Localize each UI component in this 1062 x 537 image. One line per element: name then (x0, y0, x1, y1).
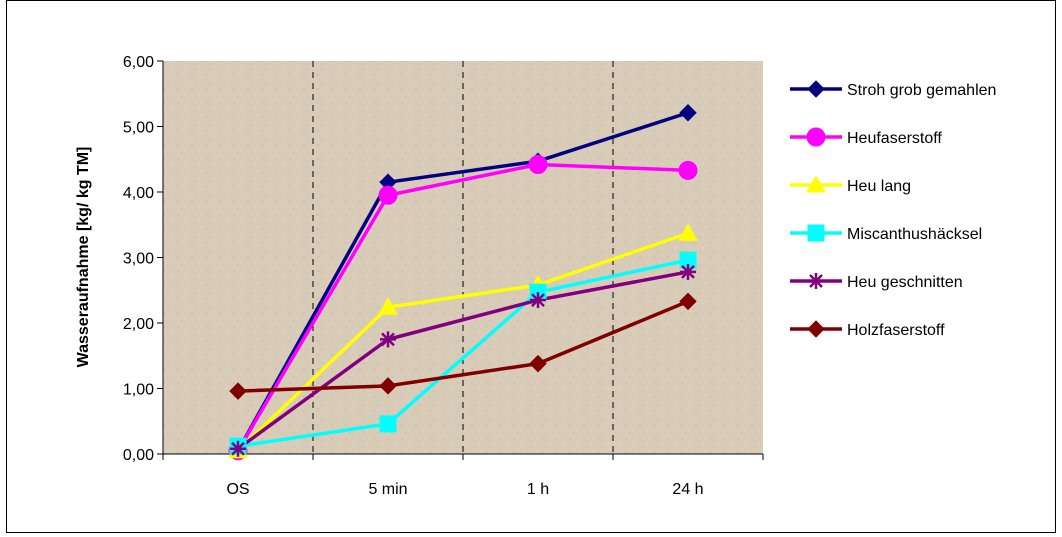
line-chart: 0,00 1,00 2,00 3,00 4,00 5,00 6,00 OS 5 min 1 h 24… (75, 54, 996, 498)
chart-frame: 0,00 1,00 2,00 3,00 4,00 5,00 6,00 OS 5 min 1 h 24… (6, 0, 1056, 533)
data-point (380, 331, 396, 348)
y-tick-label: 6,00 (123, 54, 154, 71)
y-tick-label: 3,00 (123, 251, 154, 268)
y-tick-label: 0,00 (123, 447, 154, 464)
series-line (237, 258, 689, 448)
y-tick-label: 1,00 (123, 382, 154, 399)
legend-marker (806, 174, 826, 193)
legend-label: Stroh grob gemahlen (847, 82, 996, 99)
legend-marker (807, 224, 825, 242)
legend-marker (806, 127, 826, 147)
legend-item: Heufaserstoff (790, 127, 942, 147)
data-point (678, 223, 698, 241)
y-tick-label: 5,00 (123, 120, 154, 137)
x-tick-label: 24 h (672, 481, 703, 498)
legend-item: Miscanthushäcksel (790, 224, 982, 243)
data-point (378, 185, 398, 205)
series-line (236, 231, 689, 452)
legend-item: Holzfaserstoff (790, 320, 945, 339)
data-point (530, 292, 546, 309)
legend-label: Heu geschnitten (847, 274, 963, 291)
legend-label: Heu lang (847, 178, 911, 195)
legend-label: Holzfaserstoff (847, 322, 945, 339)
series-line (236, 270, 689, 451)
x-tick-label: 5 min (368, 481, 407, 498)
legend-label: Heufaserstoff (847, 130, 942, 147)
data-point (679, 292, 697, 311)
data-point (378, 297, 398, 315)
legend-label: Miscanthushäcksel (847, 226, 982, 243)
x-tick-label: OS (226, 481, 249, 498)
data-point (379, 415, 397, 433)
y-axis-title: Wasseraufnahme [kg/ kg TM] (75, 147, 92, 368)
data-point (680, 263, 696, 280)
data-point (229, 382, 247, 400)
series-line (236, 111, 689, 452)
data-point (529, 354, 547, 373)
series-line (236, 162, 689, 452)
series-line (237, 299, 689, 393)
data-point (379, 377, 397, 395)
data-point (230, 440, 246, 457)
data-point (678, 160, 698, 180)
legend-marker (807, 320, 825, 338)
legend-item: Heu lang (790, 174, 911, 195)
legend-marker (807, 80, 825, 98)
legend-item: Stroh grob gemahlen (790, 80, 996, 99)
data-point (528, 154, 548, 174)
y-tick-label: 2,00 (123, 316, 154, 333)
legend-item: Heu geschnitten (790, 273, 963, 291)
data-point (679, 104, 697, 122)
legend-marker (808, 273, 824, 289)
x-tick-label: 1 h (527, 481, 549, 498)
y-tick-label: 4,00 (123, 185, 154, 202)
